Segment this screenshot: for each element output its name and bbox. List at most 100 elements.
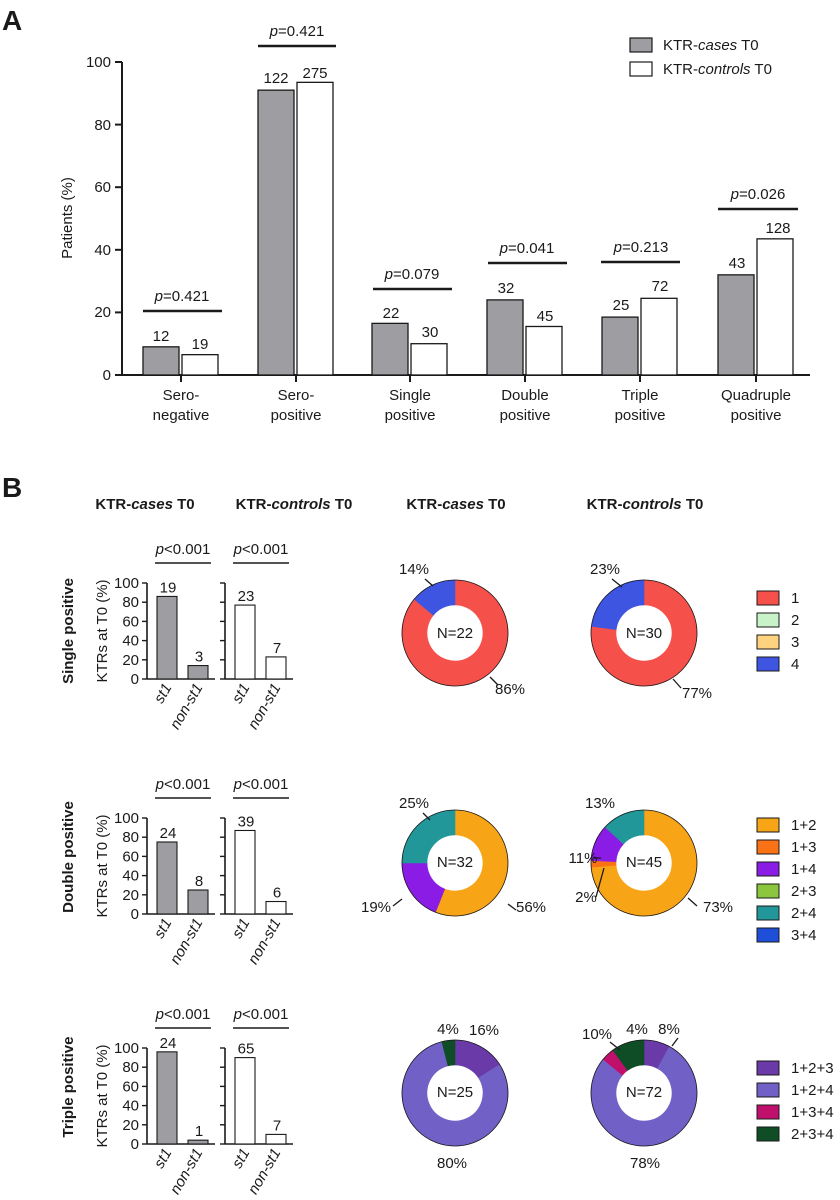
p-number: <0.001 <box>164 1006 210 1023</box>
panel-b-row-labels: Single positive Double positive Triple p… <box>60 578 77 1137</box>
panel-a-p-values: p=0.421 p=0.421 p=0.079 p=0.041 p=0.213 … <box>154 23 786 305</box>
b-legend-swatch <box>756 590 780 606</box>
a-category-label: positive <box>500 407 551 424</box>
mini-x-label: st1 <box>229 1146 254 1172</box>
a-y-tick: 100 <box>86 54 111 71</box>
mini-count-label: 65 <box>238 1041 255 1058</box>
b-col-header: KTR-controls T0 <box>587 496 704 513</box>
donut-percent-label: 77% <box>682 685 712 702</box>
donut-percent-label: 11% <box>569 850 598 867</box>
panel-a-x-ticks <box>180 375 757 382</box>
a-count-label: 12 <box>153 328 170 345</box>
bar-controls <box>181 354 219 376</box>
donut-percent-label: 23% <box>590 561 620 578</box>
a-category-label: positive <box>615 407 666 424</box>
b-legend-label: 2+4 <box>791 905 816 922</box>
donut-percent-label: 2% <box>575 889 597 906</box>
mini-p-value: p<0.001 <box>155 1006 211 1023</box>
panel-b-donut-charts <box>401 579 698 1147</box>
p-number: <0.001 <box>242 776 288 793</box>
b-col-header: KTR-controls T0 <box>236 496 353 513</box>
mini-y-tick-label: 80 <box>122 1059 139 1076</box>
mini-x-label: st1 <box>151 681 176 707</box>
mini-x-label: st1 <box>151 916 176 942</box>
panel-a-letter: A <box>2 5 22 36</box>
a-y-tick: 20 <box>94 304 111 321</box>
a-category-label: Sero- <box>278 387 315 404</box>
b-legend-swatch <box>756 905 780 921</box>
p-number: <0.001 <box>164 541 210 558</box>
a-count-label: 25 <box>613 297 630 314</box>
donut-center-label: N=22 <box>437 625 473 642</box>
p-prefix: p <box>233 776 242 793</box>
p-prefix: p <box>155 541 164 558</box>
a-category-label: Sero- <box>163 387 200 404</box>
mini-count-label: 3 <box>195 649 203 666</box>
mini-p-value: p<0.001 <box>233 1006 289 1023</box>
b-legend-label: 1+2+3 <box>791 1060 834 1077</box>
a-category-label: Quadruple <box>721 387 791 404</box>
b-legend-swatch <box>756 817 780 833</box>
a-p-value: p=0.213 <box>613 239 669 256</box>
panel-b-letter: B <box>2 472 22 503</box>
a-p-value: p=0.041 <box>499 240 555 257</box>
mini-bar-st1 <box>156 1051 178 1145</box>
legend-swatch-controls <box>629 61 653 77</box>
donut-center-label: N=30 <box>626 625 662 642</box>
panel-a-bars <box>142 81 794 376</box>
mini-y-tick-label: 40 <box>122 633 139 650</box>
panel-b-column-headers: KTR-cases T0 KTR-controls T0 KTR-cases T… <box>95 496 703 513</box>
donut-percent-label: 4% <box>626 1021 648 1038</box>
mini-p-value: p<0.001 <box>233 541 289 558</box>
a-count-label: 122 <box>263 70 288 87</box>
mini-y-tick-label: 0 <box>131 1136 139 1153</box>
b-legend-swatch <box>756 839 780 855</box>
donut-percent-label: 56% <box>516 899 546 916</box>
donut-percent-label: 78% <box>630 1155 660 1172</box>
donut-center-label: N=32 <box>437 854 473 871</box>
a-count-label: 30 <box>422 324 439 341</box>
mini-y-axis-label: KTRs at T0 (%) <box>94 1044 111 1147</box>
b-legend-swatch <box>756 927 780 943</box>
a-category-label: Triple <box>622 387 659 404</box>
mini-y-tick-label: 20 <box>122 887 139 904</box>
mini-y-tick-label: 40 <box>122 868 139 885</box>
panel-a-count-labels: 12 19 122 275 22 30 32 45 25 72 43 128 <box>153 65 791 353</box>
panel-b-legends: 1 2 3 4 1+2 1+3 1+4 2+3 2+4 3+4 1+2+3 1+… <box>756 590 834 1143</box>
mini-bar-st1 <box>234 604 256 680</box>
b-col-header: KTR-cases T0 <box>406 496 505 513</box>
mini-y-tick-label: 0 <box>131 671 139 688</box>
mini-y-tick-label: 40 <box>122 1098 139 1115</box>
donut-center-label: N=25 <box>437 1084 473 1101</box>
donut-center-label: N=72 <box>626 1084 662 1101</box>
donut-percent-label: 14% <box>399 561 429 578</box>
bar-controls <box>525 325 563 376</box>
legend-label-cases: KTR-cases T0 <box>663 37 759 54</box>
mini-y-tick-label: 60 <box>122 848 139 865</box>
donut-percent-label: 8% <box>658 1021 680 1038</box>
mini-y-tick-label: 20 <box>122 652 139 669</box>
b-legend-label: 2+3 <box>791 883 816 900</box>
mini-x-label: st1 <box>229 916 254 942</box>
a-p-value: p=0.421 <box>154 288 210 305</box>
a-y-tick: 80 <box>94 117 111 134</box>
legend-swatch-cases <box>629 37 653 53</box>
panel-a-legend: KTR-cases T0 KTR-controls T0 <box>629 37 772 78</box>
mini-count-label: 1 <box>195 1123 203 1140</box>
b-legend-label: 1 <box>791 590 799 607</box>
a-count-label: 19 <box>192 336 209 353</box>
panel-b-donut-labels: N=22 N=30 N=32 N=45 N=25 N=72 14% 86% 23… <box>361 561 733 1172</box>
donut-percent-label: 86% <box>495 681 525 698</box>
b-legend-swatch <box>756 1126 780 1142</box>
bar-cases <box>601 316 639 376</box>
mini-bar-non-st1 <box>265 900 287 915</box>
a-p-value: p=0.079 <box>384 266 440 283</box>
mini-bar-non-st1 <box>187 665 209 680</box>
b-legend-label: 3 <box>791 634 799 651</box>
mini-bar-non-st1 <box>265 1133 287 1145</box>
panel-a-y-tick-labels: 0 20 40 60 80 100 <box>86 54 111 384</box>
mini-bar-st1 <box>234 829 256 915</box>
donut-percent-label: 19% <box>361 899 391 916</box>
b-legend-swatch <box>756 634 780 650</box>
